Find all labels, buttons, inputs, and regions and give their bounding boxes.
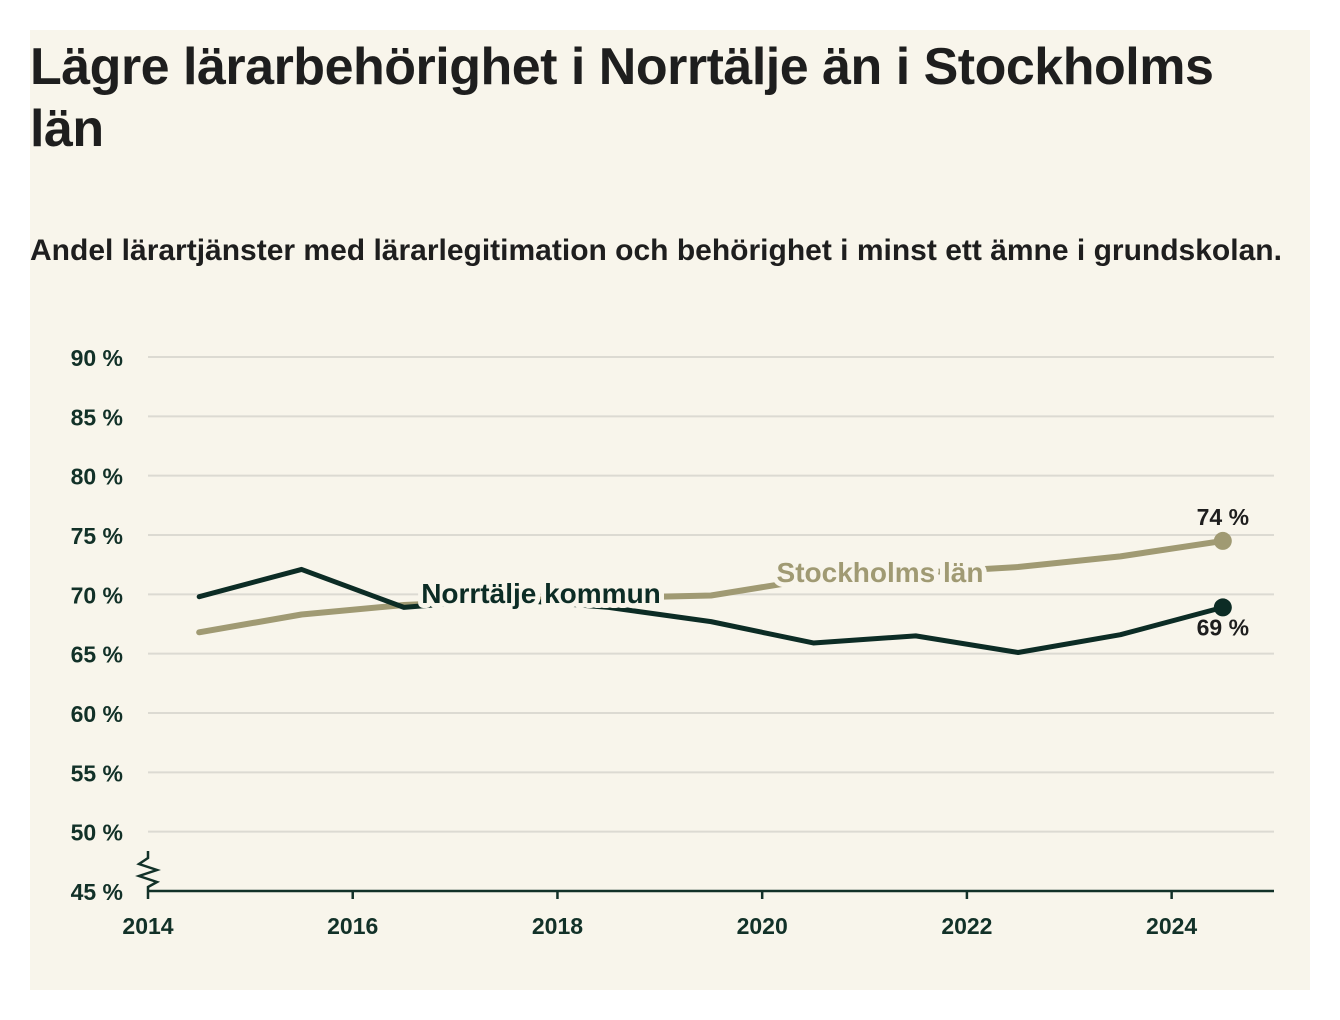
y-tick-label: 55 %	[71, 760, 123, 786]
y-tick-label: 75 %	[71, 523, 123, 549]
series-label-stockholm: Stockholms län	[777, 557, 984, 588]
chart-panel	[30, 30, 1310, 990]
y-tick-label: 50 %	[71, 820, 123, 846]
series-line-norrtalje	[196, 566, 1226, 655]
axis-break-mark	[135, 851, 161, 891]
y-tick-label: 70 %	[71, 582, 123, 608]
x-tick-label: 2022	[941, 913, 992, 939]
x-tick-label: 2014	[122, 913, 173, 939]
y-tick-label: 60 %	[71, 701, 123, 727]
x-tick-label: 2024	[1146, 913, 1197, 939]
end-marker-stockholm	[1213, 531, 1232, 550]
end-label-norrtalje: 69 %	[1197, 614, 1249, 640]
series-label-norrtalje: Norrtälje kommun	[421, 578, 661, 609]
y-tick-label: 80 %	[71, 464, 123, 490]
end-label-stockholm: 74 %	[1197, 504, 1249, 530]
end-marker-norrtalje	[1213, 598, 1232, 617]
x-tick-label: 2018	[532, 913, 583, 939]
y-tick-label: 90 %	[71, 345, 123, 371]
y-tick-label: 85 %	[71, 404, 123, 430]
chart-title: Lägre lärarbehörighet i Norrtälje än i S…	[30, 38, 1214, 158]
y-tick-label: 65 %	[71, 642, 123, 668]
x-tick-label: 2016	[327, 913, 378, 939]
x-tick-label: 2020	[737, 913, 788, 939]
y-tick-label: 45 %	[71, 879, 123, 905]
series-line-stockholm	[196, 537, 1226, 636]
chart-subtitle: Andel lärartjänster med lärarlegitimatio…	[30, 234, 1282, 267]
